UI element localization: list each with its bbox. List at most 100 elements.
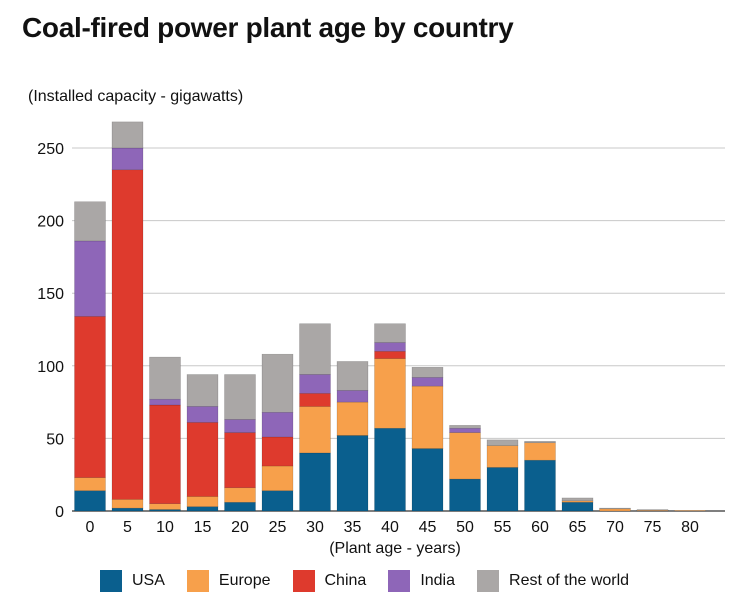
legend-item-india: India [388,570,455,592]
bar-segment-europe-35 [336,401,369,436]
y-tick-label: 50 [46,431,64,448]
y-tick-label: 200 [37,214,64,231]
x-tick-label: 0 [86,519,95,536]
bar-segment-europe-40 [374,358,406,429]
y-axis-label: (Installed capacity - gigawatts) [28,88,244,105]
bar-segment-rest-of-the-world-30 [299,323,331,375]
legend-swatch-rest-of-world [477,570,500,592]
bar-segment-rest-of-the-world-70 [599,507,631,510]
bar-segment-india-45 [411,377,444,387]
bar-segment-india-5 [111,147,144,171]
bar-segment-china-25 [261,436,294,467]
bar-segment-usa-30 [299,452,331,512]
bar-segment-usa-65 [561,502,594,512]
bar-segment-rest-of-the-world-5 [111,121,144,149]
bar-segment-usa-40 [374,427,406,512]
bar-segment-china-5 [111,169,144,500]
x-tick-label: 15 [194,519,212,536]
bar-segment-india-30 [299,374,331,394]
bar-segment-india-35 [336,390,369,403]
bar-segment-europe-80 [674,510,706,512]
x-tick-label: 65 [569,519,587,536]
bar-segment-europe-70 [599,508,631,512]
legend-label-india: India [420,572,456,589]
bar-segment-europe-45 [411,385,444,449]
legend-label-china: China [324,572,367,589]
x-tick-label: 55 [494,519,512,536]
legend-item-rest-of-world: Rest of the world [477,570,629,592]
x-tick-label: 45 [419,519,437,536]
bar-segment-usa-50 [449,478,481,512]
bar-segment-china-30 [299,393,331,407]
bar-segment-europe-60 [524,442,556,461]
legend: USA Europe China India Rest of the world [100,570,651,592]
bar-segment-china-20 [224,432,256,489]
x-tick-label: 75 [644,519,662,536]
legend-item-europe: Europe [186,570,271,592]
y-tick-label: 100 [37,359,64,376]
bar-segment-china-0 [74,316,106,478]
bar-segment-rest-of-the-world-40 [374,323,406,343]
bar-segment-europe-30 [299,406,331,454]
bar-segment-usa-55 [486,467,519,512]
bar-segment-europe-15 [186,496,219,507]
bar-segment-india-40 [374,342,406,352]
bar-segment-india-20 [224,419,256,433]
legend-label-rest-of-world: Rest of the world [509,572,630,589]
x-axis-label: (Plant age - years) [329,540,461,557]
bar-segment-india-50 [449,427,481,433]
bar-segment-usa-0 [74,490,106,512]
bar-segment-usa-45 [411,448,444,512]
bar-segment-rest-of-the-world-75 [636,509,669,511]
x-tick-label: 60 [531,519,549,536]
bar-segment-rest-of-the-world-60 [524,441,556,444]
bar-segment-europe-55 [486,445,519,468]
legend-label-usa: USA [132,572,165,589]
bar-segment-europe-10 [149,503,181,510]
bar-segment-europe-25 [261,465,294,491]
x-tick-label: 20 [231,519,249,536]
bar-segment-rest-of-the-world-55 [486,439,519,446]
bar-segment-usa-20 [224,502,256,512]
bar-segment-rest-of-the-world-65 [561,497,594,502]
x-tick-labels: 0 5 10 15 20 25 30 35 40 45 50 55 60 65 70 75 80 [86,519,699,536]
x-tick-label: 25 [269,519,287,536]
bar-segment-rest-of-the-world-20 [224,374,256,420]
legend-swatch-china [292,570,315,592]
chart-title: Coal-fired power plant age by country [22,12,514,43]
y-tick-label: 250 [37,141,64,158]
bar-segment-europe-50 [449,432,481,480]
bar-segment-rest-of-the-world-35 [336,361,369,391]
x-tick-label: 35 [344,519,362,536]
bars [74,121,706,512]
bar-segment-europe-0 [74,477,106,491]
bar-segment-china-15 [186,422,219,497]
bar-segment-india-25 [261,412,294,438]
y-tick-label: 150 [37,286,64,303]
bar-segment-china-10 [149,404,181,504]
bar-segment-usa-60 [524,459,556,512]
bar-segment-rest-of-the-world-45 [411,367,444,378]
x-tick-label: 5 [123,519,132,536]
bar-segment-usa-5 [111,507,144,512]
x-tick-label: 30 [306,519,324,536]
x-tick-label: 50 [456,519,474,536]
legend-label-europe: Europe [218,572,271,589]
y-tick-labels: 0 50 100 150 200 250 [37,141,64,521]
bar-segment-rest-of-the-world-50 [449,425,481,429]
x-tick-label: 40 [381,519,399,536]
y-tick-label: 0 [55,504,64,521]
bar-segment-india-15 [186,406,219,423]
legend-swatch-india [388,570,411,592]
legend-swatch-europe [186,570,209,592]
bar-segment-usa-25 [261,490,294,512]
bar-segment-usa-35 [336,435,369,512]
bar-segment-usa-15 [186,506,219,512]
bar-segment-india-0 [74,240,106,317]
legend-item-usa: USA [100,570,165,592]
bar-segment-india-10 [149,398,181,406]
bar-segment-china-40 [374,351,406,359]
x-tick-label: 70 [606,519,624,536]
bar-segment-rest-of-the-world-15 [186,374,219,407]
